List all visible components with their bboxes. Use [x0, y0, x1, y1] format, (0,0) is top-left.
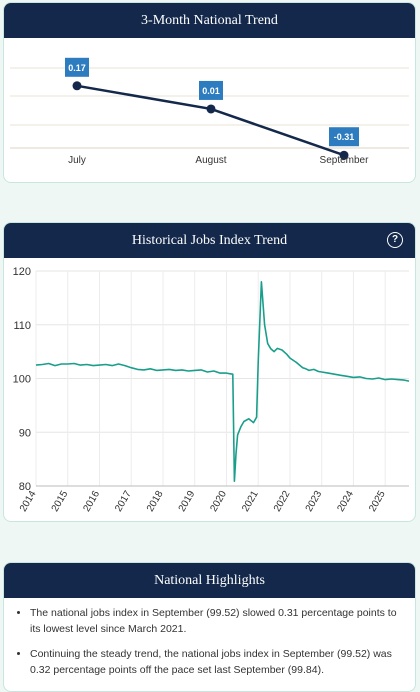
- value-label: 0.01: [202, 86, 220, 96]
- y-tick-label: 120: [13, 266, 31, 278]
- trend-point: [72, 81, 82, 91]
- y-tick-label: 80: [19, 481, 31, 493]
- value-label: 0.17: [68, 63, 86, 73]
- national-highlights-panel: National Highlights The national jobs in…: [3, 562, 416, 692]
- x-tick-label: 2023: [304, 489, 325, 514]
- y-tick-label: 100: [13, 374, 31, 386]
- x-tick-label: 2017: [113, 489, 134, 514]
- highlight-item: The national jobs index in September (99…: [30, 606, 397, 637]
- value-label-box: [65, 57, 89, 77]
- y-tick-label: 110: [13, 320, 31, 332]
- value-label-box: [199, 80, 223, 100]
- x-tick-label: 2021: [240, 489, 261, 514]
- x-tick-label: 2016: [81, 489, 102, 514]
- x-tick-label: July: [68, 155, 86, 166]
- value-label-box: [329, 127, 359, 147]
- x-tick-label: 2018: [145, 489, 166, 514]
- question-circle-icon[interactable]: ?: [387, 232, 403, 248]
- trend-point: [339, 150, 349, 160]
- jobs-index-series-line: [35, 280, 410, 482]
- x-tick-label: 2015: [50, 489, 71, 514]
- x-tick-label: August: [195, 155, 226, 166]
- x-tick-label: 2020: [208, 489, 229, 514]
- three-month-trend-title: 3-Month National Trend: [4, 3, 415, 38]
- x-tick-label: 2022: [272, 489, 293, 514]
- three-month-trend-chart: 0.17 July 0.01 August -0.31 September: [10, 57, 409, 166]
- highlights-list: The national jobs index in September (99…: [4, 598, 415, 678]
- trend-point: [206, 104, 216, 114]
- highlight-item: Continuing the steady trend, the nationa…: [30, 647, 397, 678]
- historical-trend-panel: Historical Jobs Index Trend ? 80 90 100 110…: [3, 222, 416, 522]
- x-tick-label: 2024: [335, 489, 356, 514]
- historical-trend-title: Historical Jobs Index Trend: [131, 233, 288, 248]
- x-tick-label: September: [320, 155, 370, 166]
- x-tick-label: 2019: [177, 489, 198, 514]
- three-month-trend-panel: 3-Month National Trend 0.17 July 0.01 Augus…: [3, 2, 416, 183]
- x-tick-label: 2025: [367, 489, 388, 514]
- value-label: -0.31: [334, 132, 355, 142]
- national-highlights-title: National Highlights: [4, 563, 415, 598]
- y-tick-label: 90: [19, 427, 31, 439]
